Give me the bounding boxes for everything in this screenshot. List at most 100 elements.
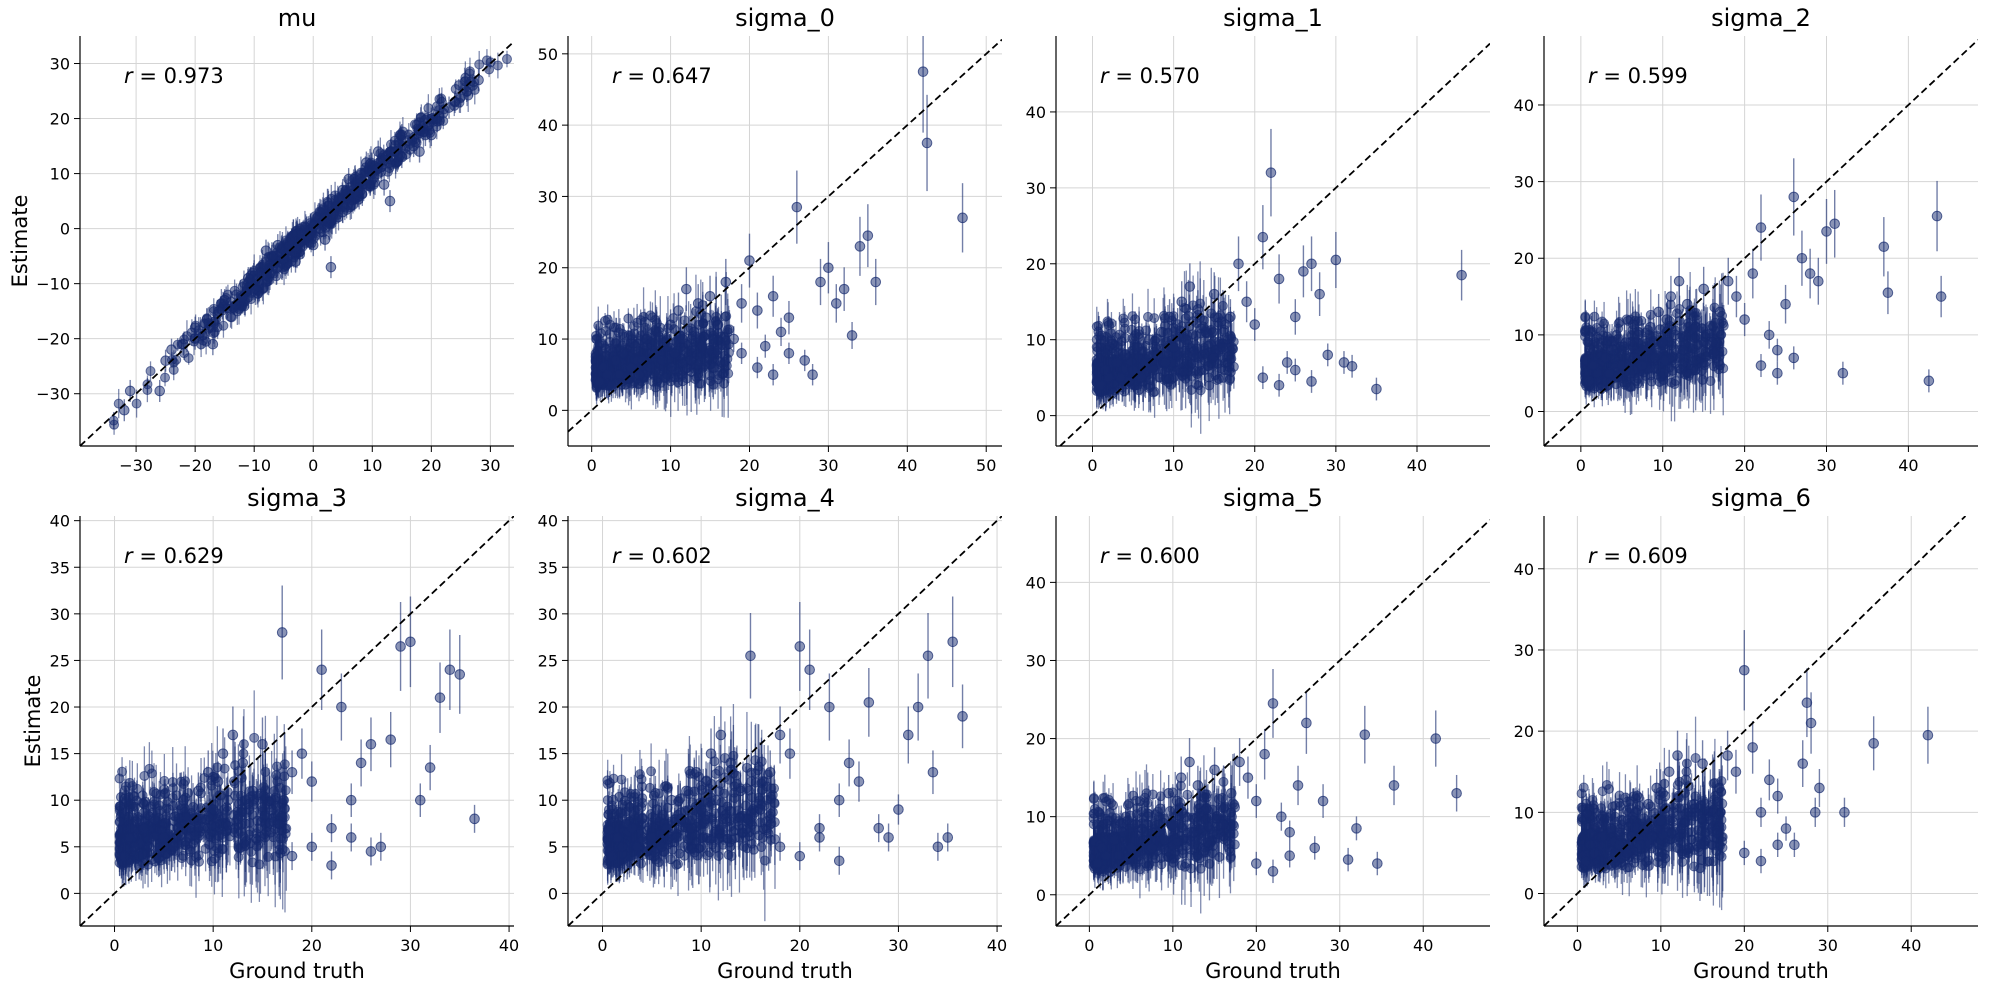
data-point (783, 348, 795, 359)
data-point (1346, 360, 1358, 372)
y-tick-label: −20 (36, 330, 70, 349)
panel-title: sigma_0 (735, 4, 835, 32)
y-tick-label: −10 (36, 275, 70, 294)
data-point (1273, 379, 1285, 391)
data-point (720, 276, 732, 288)
data-point (1281, 357, 1293, 368)
x-tick-label: 10 (1163, 456, 1183, 475)
data-point (1257, 372, 1269, 383)
x-tick-label: 30 (818, 456, 838, 475)
data-point (131, 398, 142, 409)
data-point (242, 272, 254, 284)
data-point (124, 385, 136, 397)
data-point (921, 137, 933, 149)
data-point (830, 298, 842, 309)
data-point (325, 261, 337, 273)
data-point (823, 262, 834, 274)
y-tick-label: 30 (1026, 179, 1046, 198)
data-point (1164, 311, 1175, 323)
data-point (677, 333, 688, 345)
data-point (1111, 357, 1123, 368)
data-point (219, 294, 230, 306)
data-point (453, 80, 464, 91)
y-tick-label: 10 (538, 330, 558, 349)
data-point (1119, 317, 1130, 328)
data-point (1273, 273, 1285, 285)
y-tick-label: 10 (1026, 331, 1046, 350)
x-tick-label: 40 (897, 456, 917, 475)
data-point (807, 369, 818, 380)
data-point (712, 319, 724, 331)
data-point (1208, 288, 1220, 300)
data-point (1217, 300, 1228, 311)
data-point (378, 179, 390, 190)
data-point (705, 376, 716, 387)
data-point (154, 385, 166, 397)
correlation-label: r = 0.570 (1100, 64, 1200, 88)
panel-mu: −30 −20 −10 0 10 20 30 −30 −20 −10 0 10 20 30 mu r = 0.… (8, 4, 514, 475)
y-tick-label: 10 (50, 165, 70, 184)
data-point (396, 129, 408, 141)
data-point (1195, 385, 1206, 396)
data-point (1265, 167, 1277, 178)
data-point (1690, 365, 1701, 376)
data-point (260, 270, 272, 281)
data-point (1160, 357, 1171, 368)
data-point (617, 348, 629, 359)
data-point (325, 209, 337, 221)
data-point (846, 330, 858, 341)
y-tick-label: 0 (1036, 407, 1046, 426)
data-point (629, 340, 641, 352)
data-point (657, 355, 668, 366)
data-point (1314, 288, 1325, 300)
x-tick-label: −20 (178, 456, 212, 475)
data-point (431, 116, 443, 127)
data-point (685, 355, 696, 366)
data-point (501, 54, 512, 65)
data-point (759, 340, 771, 352)
correlation-value: = 0.973 (133, 64, 224, 88)
data-point (396, 151, 408, 163)
data-point (1704, 328, 1715, 339)
data-point (1204, 380, 1215, 391)
data-point (1172, 319, 1183, 330)
data-point (1200, 326, 1212, 338)
data-point (666, 361, 677, 372)
data-point (1192, 304, 1204, 315)
data-point (1188, 349, 1200, 361)
data-point (1322, 349, 1334, 361)
data-layer (568, 36, 1002, 433)
data-point (704, 290, 716, 302)
data-point (1290, 364, 1301, 376)
data-point (870, 276, 882, 288)
correlation-symbol: r (1100, 64, 1110, 88)
data-point (1178, 367, 1189, 378)
data-point (854, 241, 866, 252)
correlation-value: = 0.570 (1109, 64, 1200, 88)
data-point (361, 157, 372, 168)
data-point (1106, 318, 1117, 329)
data-point (775, 326, 787, 338)
data-point (1249, 319, 1261, 330)
x-tick-label: 30 (1326, 456, 1346, 475)
identity-line (1059, 42, 1490, 446)
data-point (290, 256, 301, 267)
data-point (108, 415, 119, 426)
data-point (1224, 374, 1235, 385)
data-point (1095, 379, 1106, 391)
y-tick-label: 40 (1026, 103, 1046, 122)
data-point (752, 305, 763, 316)
data-point (623, 313, 634, 324)
data-point (1306, 376, 1317, 387)
data-point (1164, 373, 1175, 384)
data-point (160, 372, 171, 383)
data-point (1143, 334, 1155, 346)
correlation-label: r = 0.647 (612, 64, 712, 88)
data-point (1131, 341, 1143, 353)
data-point (1156, 326, 1167, 338)
identity-line (568, 38, 1002, 433)
data-point (1127, 364, 1139, 376)
data-point (665, 319, 676, 331)
data-point (611, 336, 622, 347)
